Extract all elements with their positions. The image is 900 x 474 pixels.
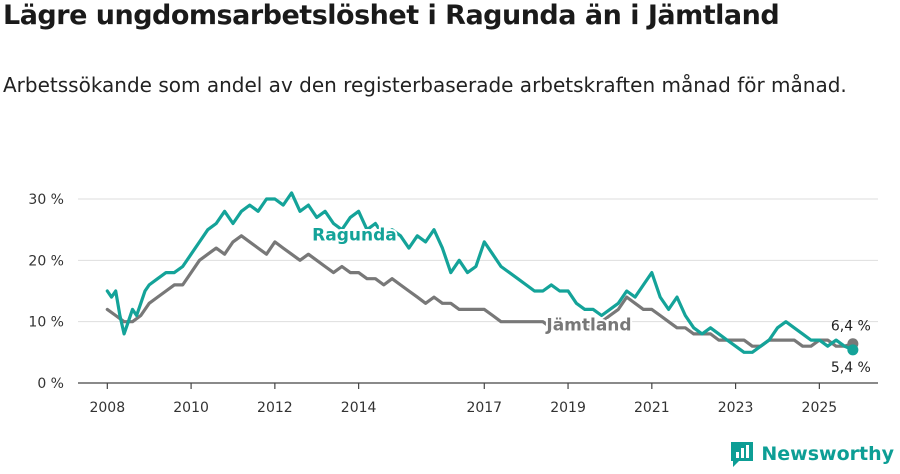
x-tick-label: 2017 bbox=[466, 400, 502, 416]
series-end-point-0 bbox=[847, 344, 859, 356]
series-label-1: Jämtland bbox=[545, 315, 631, 335]
x-tick-label: 2014 bbox=[341, 400, 377, 416]
x-tick-label: 2023 bbox=[718, 400, 754, 416]
chart-subtitle: Arbetssökande som andel av den registerb… bbox=[3, 73, 847, 97]
series-lines bbox=[105, 191, 859, 356]
series-end-label-0: 5,4 % bbox=[831, 360, 871, 376]
brand-name: Newsworthy bbox=[761, 443, 894, 465]
x-tick-label: 2019 bbox=[550, 400, 586, 416]
series-end-label-1: 6,4 % bbox=[831, 319, 871, 335]
y-axis-ticks: 0 % 10 % 20 % 30 % bbox=[28, 192, 64, 392]
y-tick-label: 20 % bbox=[28, 253, 64, 269]
x-tick-label: 2021 bbox=[634, 400, 670, 416]
y-tick-label: 30 % bbox=[28, 192, 64, 208]
x-tick-label: 2012 bbox=[257, 400, 293, 416]
x-tick-label: 2008 bbox=[89, 400, 125, 416]
series-label-0: Ragunda bbox=[312, 226, 397, 246]
newsworthy-logo-icon bbox=[731, 442, 754, 467]
x-tick-label: 2025 bbox=[802, 400, 838, 416]
series-line-0 bbox=[105, 191, 855, 354]
newsworthy-brand[interactable]: Newsworthy bbox=[729, 440, 894, 468]
x-tick-label: 2010 bbox=[173, 400, 209, 416]
y-tick-label: 10 % bbox=[28, 315, 64, 331]
series-labels: Ragunda 5,4 % Jämtland 6,4 % bbox=[310, 224, 871, 376]
chart-title: Lägre ungdomsarbetslöshet i Ragunda än i… bbox=[3, 0, 780, 31]
x-axis: 2008 2010 2012 2014 2017 2019 2021 2023 2025 bbox=[78, 382, 878, 416]
y-tick-label: 0 % bbox=[37, 376, 64, 392]
